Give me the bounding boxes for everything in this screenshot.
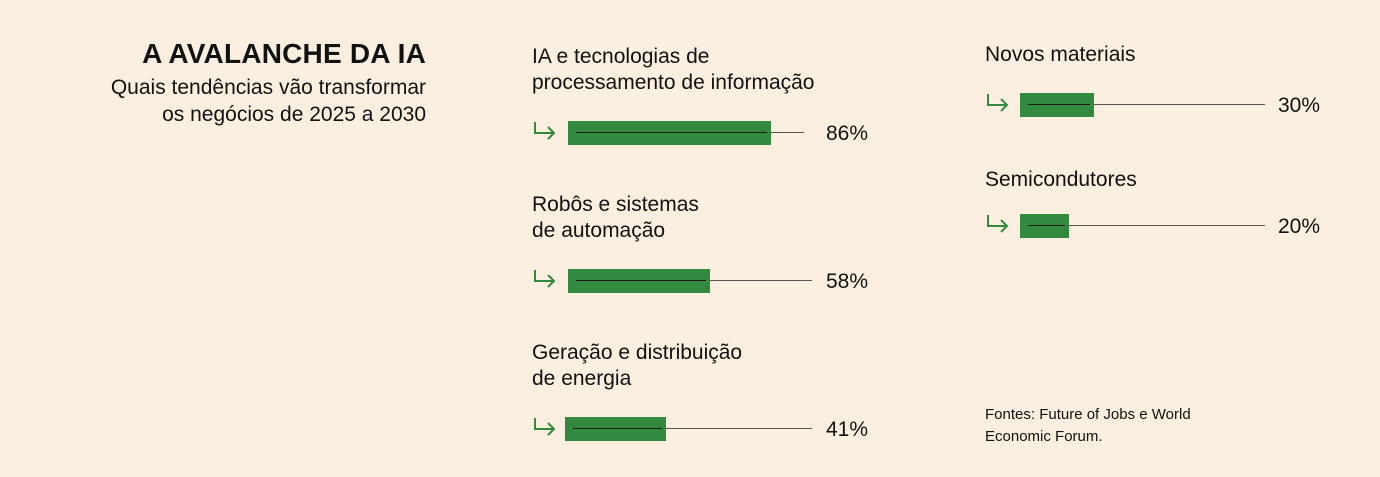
value-label: 41%: [826, 418, 869, 441]
chart-header: A AVALANCHE DA IA Quais tendências vão t…: [6, 38, 426, 128]
source-text-line-1: Future of Jobs e World: [1035, 406, 1191, 423]
trend-label: Robôs e sistemas de automação: [532, 193, 699, 242]
trend-bar-row: 86%: [532, 120, 892, 150]
bar: [568, 269, 710, 293]
bar-track: [1020, 104, 1265, 105]
trend-bar-row: 41%: [532, 416, 892, 446]
arrow-down-right-icon: [534, 122, 556, 140]
source-label: Fontes:: [985, 406, 1036, 423]
bar: [1020, 93, 1094, 117]
bar: [1020, 214, 1069, 238]
bar: [568, 121, 771, 145]
bar-center-line: [1028, 104, 1090, 105]
trend-bar-row: 58%: [532, 268, 892, 298]
trend-label: Geração e distribuição de energia: [532, 341, 743, 390]
bar-center-line: [576, 132, 767, 133]
trend-item: Robôs e sistemas de automação 58%: [532, 192, 892, 293]
trend-item: IA e tecnologias de processamento de inf…: [532, 44, 892, 145]
value-label: 20%: [1278, 215, 1321, 238]
bar-track: [1020, 225, 1265, 226]
value-label: 58%: [826, 270, 869, 293]
bar-center-line: [576, 280, 706, 281]
bar-center-line: [573, 428, 662, 429]
chart-subtitle: Quais tendências vão transformar os negó…: [6, 74, 426, 128]
trend-item: Semicondutores 20%: [985, 167, 1345, 238]
trend-item: Geração e distribuição de energia 41%: [532, 340, 892, 441]
arrow-down-right-icon: [987, 94, 1009, 112]
value-label: 86%: [826, 122, 869, 145]
source-text-line-2: Economic Forum.: [985, 428, 1103, 445]
subtitle-line-2: os negócios de 2025 a 2030: [162, 103, 426, 126]
subtitle-line-1: Quais tendências vão transformar: [110, 76, 426, 99]
trend-label: Novos materiais: [985, 43, 1136, 66]
bar-center-line: [1028, 225, 1065, 226]
trend-item: Novos materiais 30%: [985, 42, 1345, 117]
arrow-down-right-icon: [987, 215, 1009, 233]
trend-bar-row: 30%: [985, 92, 1345, 122]
bar-track: [565, 428, 812, 429]
arrow-down-right-icon: [534, 270, 556, 288]
chart-title: A AVALANCHE DA IA: [142, 38, 426, 69]
trend-label: Semicondutores: [985, 168, 1137, 191]
trend-bar-row: 20%: [985, 213, 1345, 243]
bar: [565, 417, 666, 441]
arrow-down-right-icon: [534, 418, 556, 436]
trend-label: IA e tecnologias de processamento de inf…: [532, 45, 815, 94]
value-label: 30%: [1278, 94, 1321, 117]
source-note: Fontes: Future of Jobs e World Economic …: [985, 404, 1245, 448]
